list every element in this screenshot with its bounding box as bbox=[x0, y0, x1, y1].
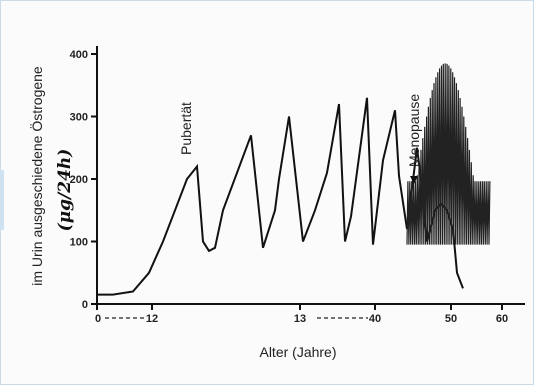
x-tick-label: 13 bbox=[294, 313, 306, 325]
x-tick-label: 12 bbox=[146, 313, 158, 325]
left-accent-bar bbox=[0, 170, 4, 230]
x-tick-label: 0 bbox=[95, 313, 101, 325]
y-tick-label: 300 bbox=[70, 112, 88, 124]
y-axis-unit: (μg/24h) bbox=[55, 149, 75, 232]
x-tick-label: 50 bbox=[445, 313, 457, 325]
annotation-menopause: Menopause bbox=[406, 94, 422, 167]
y-tick-label: 200 bbox=[70, 174, 88, 186]
x-tick-label: 40 bbox=[369, 313, 381, 325]
x-axis-title: Alter (Jahre) bbox=[259, 344, 336, 360]
y-tick-label: 400 bbox=[70, 49, 88, 61]
y-tick-label: 100 bbox=[70, 237, 88, 249]
annotation-pubertaet: Pubertät bbox=[178, 102, 194, 155]
y-axis-title: im Urin ausgeschiedene Östrogene bbox=[28, 66, 45, 286]
oscillation-spikes bbox=[406, 63, 491, 245]
menopause-arrow bbox=[410, 176, 418, 184]
x-tick-label: 60 bbox=[496, 313, 508, 325]
y-tick-label: 0 bbox=[82, 299, 88, 311]
oscillation-region bbox=[406, 63, 491, 245]
